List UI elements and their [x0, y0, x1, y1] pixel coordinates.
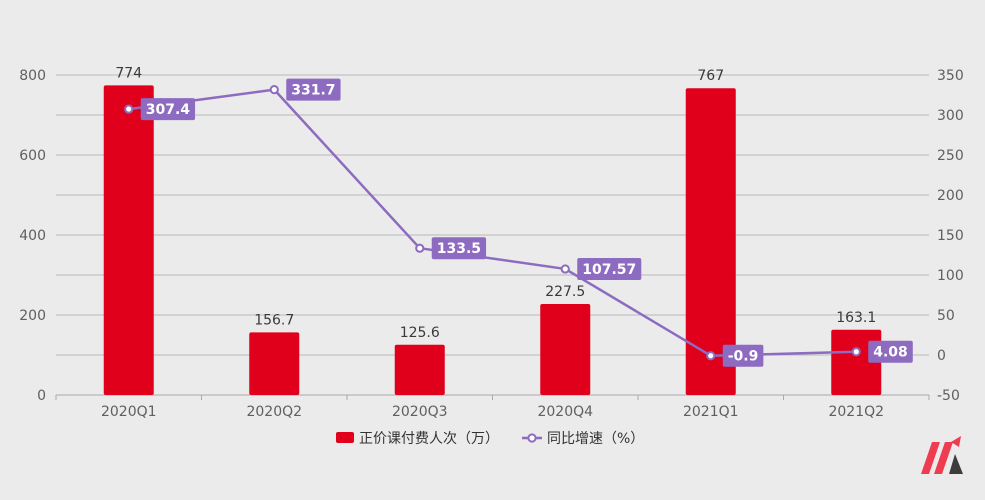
line-series	[124, 85, 861, 361]
line-value-label-box	[286, 78, 341, 101]
line-point	[415, 243, 425, 253]
line-value-label-box	[868, 340, 913, 363]
x-axis-tick: 2020Q2	[246, 404, 302, 420]
legend-line-marker	[527, 433, 537, 443]
bar-value-label: 125.6	[400, 325, 440, 341]
right-axis-tick: 300	[937, 108, 964, 124]
line-value-label-box	[577, 257, 642, 280]
right-axis-ticks: -50 0 50 100 150 200 250 300 350	[937, 68, 964, 404]
x-axis-tick: 2020Q4	[537, 404, 593, 420]
bar	[103, 85, 154, 396]
growth-line	[128, 88, 857, 357]
grid-lines	[55, 74, 930, 400]
line-point	[124, 104, 134, 114]
line-value-label-box	[431, 237, 487, 260]
right-axis-tick: 150	[937, 228, 964, 244]
line-value-label-box	[140, 98, 196, 121]
bar	[685, 88, 736, 395]
line-point	[560, 264, 570, 274]
bar	[394, 344, 445, 395]
bar-data-labels: 774 156.7 125.6 227.5 767 163.1	[115, 65, 876, 340]
x-axis-tick: 2020Q3	[392, 404, 448, 420]
left-axis-tick: 800	[19, 68, 46, 84]
left-axis-ticks: 0 200 400 600 800	[19, 68, 46, 404]
line-point	[851, 347, 861, 357]
bar-value-label: 227.5	[545, 284, 585, 300]
line-value-label: 133.5	[431, 237, 487, 260]
right-axis-tick: 200	[937, 188, 964, 204]
right-axis-tick: -50	[937, 388, 960, 404]
x-axis-tick: 2021Q1	[683, 404, 739, 420]
legend: 正价课付费人次（万） 同比增速（%）	[336, 431, 644, 447]
legend-line-label: 同比增速（%）	[547, 431, 644, 447]
line-value-label: 331.7	[286, 78, 341, 101]
line-value-label-text: 307.4	[146, 102, 191, 118]
left-axis-tick: 0	[37, 388, 46, 404]
line-value-label-text: 133.5	[437, 241, 481, 257]
line-value-label: -0.9	[722, 344, 764, 367]
right-axis-tick: 100	[937, 268, 964, 284]
left-axis-tick: 600	[19, 148, 46, 164]
legend-bar-swatch	[336, 432, 354, 443]
bar	[249, 332, 300, 395]
bar-value-label: 767	[697, 68, 724, 84]
line-value-label-text: 107.57	[582, 262, 636, 278]
line-data-labels: 307.4 331.7 133.5 107.57 -0.9 4.08	[140, 78, 913, 367]
bar-value-label: 156.7	[254, 312, 294, 328]
x-axis-ticks: 2020Q1 2020Q2 2020Q3 2020Q4 2021Q1 2021Q2	[101, 404, 884, 420]
line-point	[706, 351, 716, 361]
line-value-label-text: 331.7	[291, 83, 335, 99]
right-axis-tick: 350	[937, 68, 964, 84]
bar-series	[103, 85, 882, 396]
left-axis-tick: 400	[19, 228, 46, 244]
right-axis-tick: 50	[937, 308, 955, 324]
x-axis-tick: 2021Q2	[828, 404, 884, 420]
right-axis-tick: 0	[937, 348, 946, 364]
line-point	[269, 85, 279, 95]
bar-value-label: 774	[115, 65, 142, 81]
legend-bar-label: 正价课付费人次（万）	[359, 431, 499, 447]
right-axis-tick: 250	[937, 148, 964, 164]
line-value-label-text: -0.9	[728, 349, 759, 365]
bar-value-label: 163.1	[836, 310, 876, 326]
bar	[540, 304, 591, 395]
line-value-label: 307.4	[140, 98, 196, 121]
brand-logo	[921, 436, 963, 474]
line-value-label: 4.08	[868, 340, 913, 363]
left-axis-tick: 200	[19, 308, 46, 324]
line-value-label-box	[722, 344, 764, 367]
x-axis-tick: 2020Q1	[101, 404, 157, 420]
line-value-label: 107.57	[577, 257, 642, 280]
line-value-label-text: 4.08	[873, 345, 908, 361]
